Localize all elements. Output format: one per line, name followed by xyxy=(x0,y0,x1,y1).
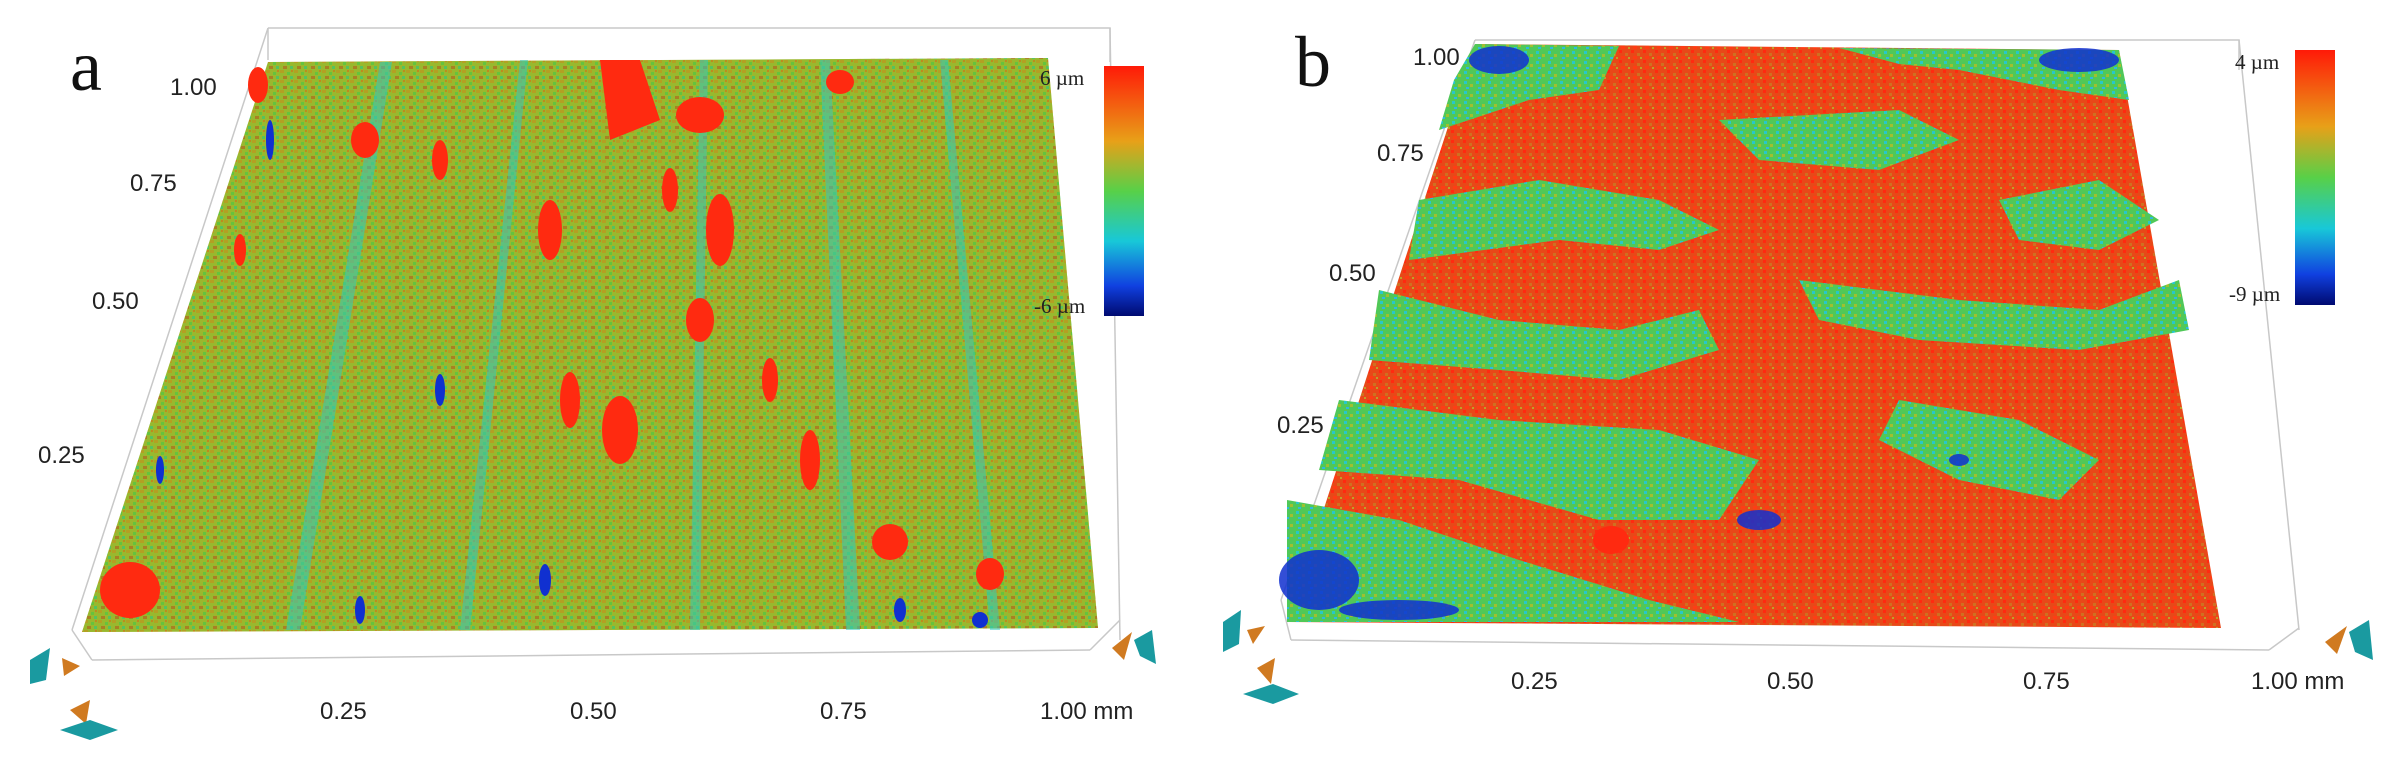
nav-arrows-a xyxy=(30,630,1156,740)
y-tick-label: 0.75 xyxy=(1377,140,1424,167)
peaks-a xyxy=(100,60,1004,618)
x-tick-label: 0.75 xyxy=(820,698,867,725)
panel-b: b 1.00 0.75 0.50 0.25 0.25 0.50 0.75 1.0… xyxy=(1199,0,2398,759)
x-tick-label: 0.50 xyxy=(570,698,617,725)
colorbar-b xyxy=(2295,50,2335,305)
y-tick-label: 1.00 xyxy=(1413,44,1460,71)
surface-b xyxy=(1279,44,2221,628)
green-bands-b xyxy=(1287,44,2189,622)
panel-label-b: b xyxy=(1295,22,1331,102)
colorbar-max-label: 6 µm xyxy=(1040,66,1085,90)
panel-a: a 1.00 0.75 0.50 0.25 0.25 0.50 0.75 1.0… xyxy=(30,26,1156,740)
peak-b xyxy=(1593,526,1629,554)
surface-a xyxy=(82,58,1098,632)
valleys-a xyxy=(156,120,988,628)
x-tick-label: 0.25 xyxy=(1511,668,1558,695)
panel-label-a: a xyxy=(70,26,102,106)
nav-arrows-b xyxy=(1223,610,2373,704)
y-tick-label: 0.50 xyxy=(1329,260,1376,287)
colorbar-min-label: -6 µm xyxy=(1034,294,1086,318)
x-tick-label: 0.75 xyxy=(2023,668,2070,695)
valleys-b xyxy=(1279,46,2119,620)
y-tick-label: 0.50 xyxy=(92,288,139,315)
colorbar-max-label: 4 µm xyxy=(2235,50,2280,74)
surface-plot-b xyxy=(1223,39,2373,704)
x-tick-label: 0.25 xyxy=(320,698,367,725)
y-tick-label: 0.25 xyxy=(1277,412,1324,439)
y-tick-label: 0.25 xyxy=(38,442,85,469)
y-tick-label: 0.75 xyxy=(130,170,177,197)
surface-plot-a xyxy=(30,27,1156,740)
x-tick-label: 1.00 mm xyxy=(1040,698,1134,725)
colorbar-a xyxy=(1104,66,1144,316)
x-tick-label: 1.00 mm xyxy=(2251,668,2345,695)
colorbar-min-label: -9 µm xyxy=(2229,282,2281,306)
y-tick-label: 1.00 xyxy=(170,74,217,101)
x-tick-label: 0.50 xyxy=(1767,668,1814,695)
